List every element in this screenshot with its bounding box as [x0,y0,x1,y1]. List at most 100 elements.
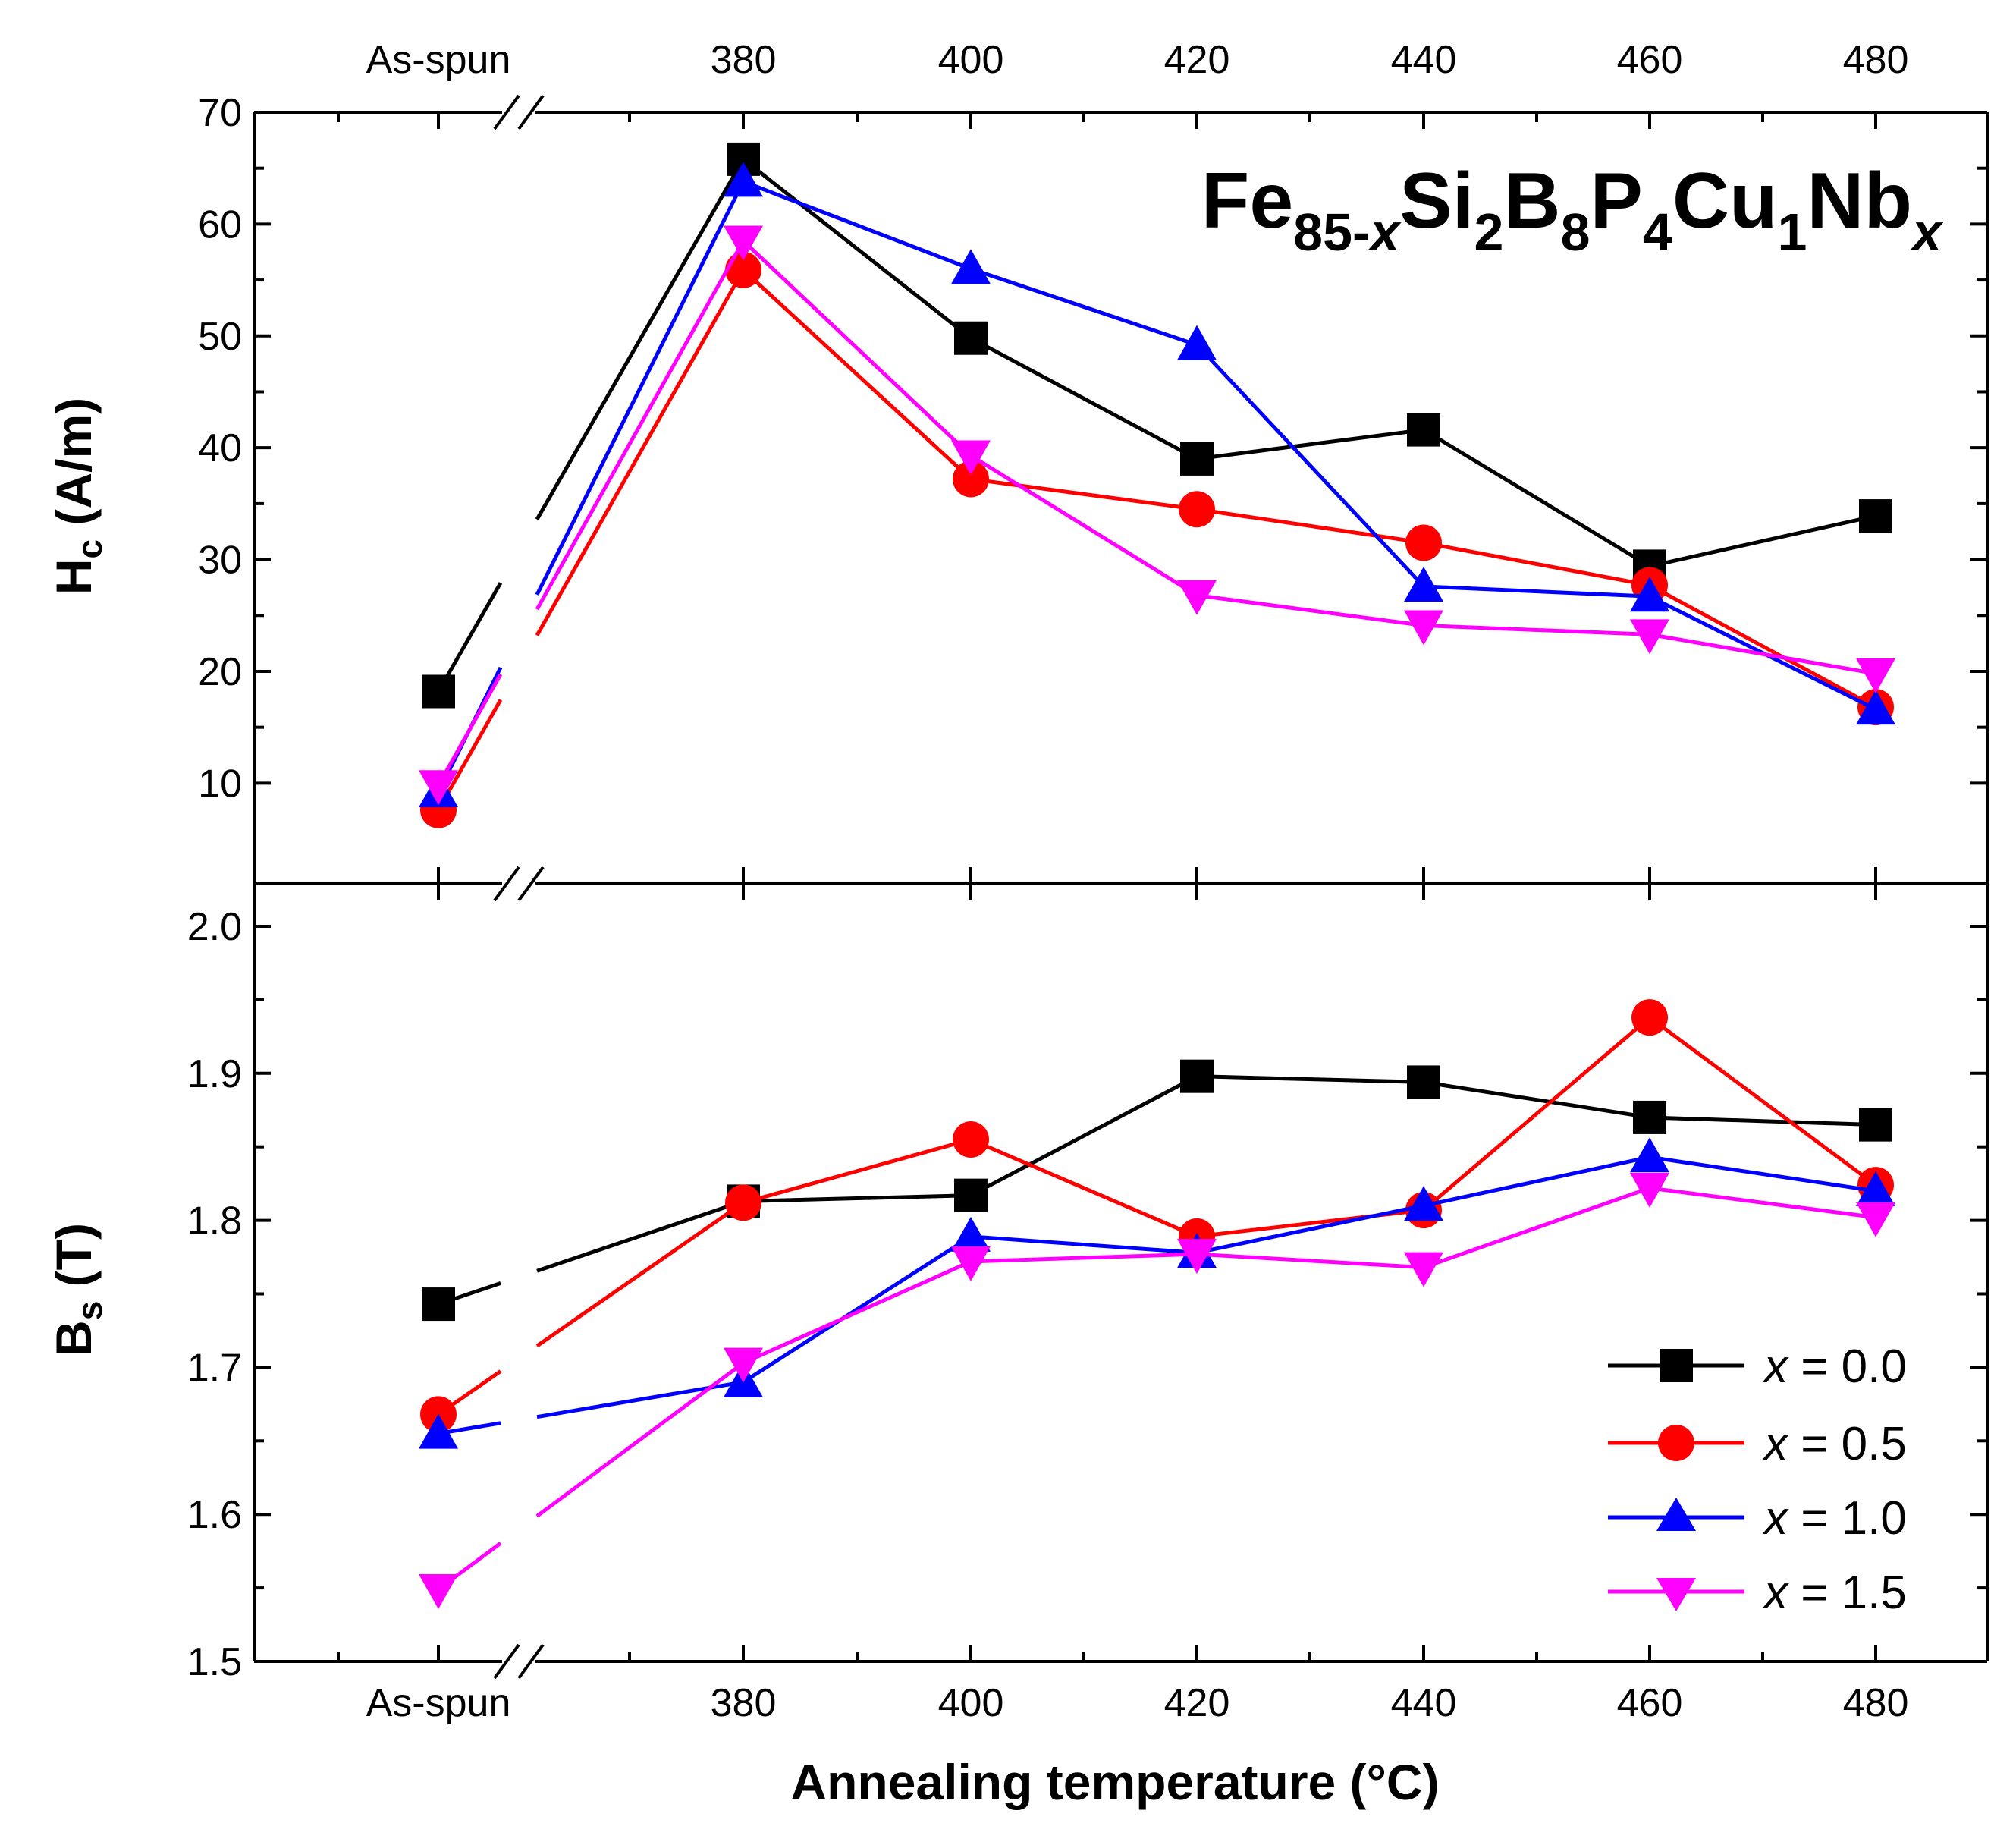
series-line [970,476,1198,511]
data-point-square [422,674,455,709]
data-point-triangle-up [1630,1137,1669,1173]
series-top-2 [419,162,1895,808]
series-line [970,1234,1198,1255]
x-tick-label-bottom: 380 [711,1681,777,1725]
data-point-square [1180,442,1214,476]
axis-break-mark [517,866,545,902]
data-point-circle [953,460,989,498]
x-tick-label-top: 480 [1843,38,1909,82]
series-line [1196,593,1424,628]
data-point-square [1407,413,1440,447]
legend-label-0: x = 0.0 [1762,1341,1907,1393]
x-tick-label-top: 400 [938,38,1004,82]
series-line [969,454,1198,597]
data-point-triangle-down [724,1347,763,1383]
series-line [970,1252,1198,1264]
y-axis-title-bottom: Bs (T) [46,1223,109,1356]
data-point-triangle-up [419,1413,458,1449]
x-tick-label-top: 460 [1617,38,1683,82]
data-point-triangle-up [1404,566,1443,602]
axis-break-mark [493,1643,520,1680]
series-line [1196,1203,1424,1255]
x-tick-label-bottom: 420 [1164,1681,1230,1725]
data-point-triangle-down [1630,619,1669,655]
data-point-triangle-down [951,1246,991,1281]
legend-label-1: x = 0.5 [1762,1418,1907,1470]
data-point-square [1859,499,1892,533]
y-tick-label: 10 [198,762,242,806]
data-point-circle [1179,491,1215,528]
series-line [1196,1252,1424,1270]
x-tick-label-bottom: 400 [938,1681,1004,1725]
series-line [743,1137,972,1205]
x-tick-label-top: 380 [711,38,777,82]
data-point-square [1633,1100,1666,1134]
data-point-square [422,1287,455,1322]
series-top-0 [422,142,1892,709]
formula-title: Fe85-xSi2B8P4Cu1Nbx [1201,157,1944,262]
labels-layer: As-spun As-spun 380 380 400 400 420 420 440 440 46… [187,38,1909,1725]
series-top-3 [419,225,1895,806]
series-line [1648,1016,1877,1187]
series-line [743,180,972,271]
legend-marker-circle [1658,1425,1694,1461]
data-point-square [954,1178,988,1212]
data-point-triangle-down [1177,580,1217,615]
series-line [743,1193,972,1203]
series-line [535,269,746,636]
data-point-square [1859,1108,1892,1142]
data-point-triangle-down [1856,658,1895,693]
y-tick-label: 1.6 [187,1493,242,1537]
series-line [1649,1115,1876,1127]
series-line [742,1259,972,1365]
data-point-triangle-down [419,1574,458,1610]
y-tick-label: 1.5 [187,1640,242,1684]
x-tick-label-top: 420 [1164,38,1230,82]
y-tick-label: 1.7 [187,1346,242,1390]
series-line [1423,1080,1650,1120]
series-line [535,1361,745,1518]
series-line [1648,583,1877,709]
series-line [1649,1155,1876,1193]
axis-break-mark [493,94,520,130]
series-line [1196,428,1424,461]
series-line [1195,343,1425,588]
x-tick-label-bottom: 440 [1391,1681,1457,1725]
series-line [742,268,972,481]
series-bottom-0 [422,1059,1892,1322]
y-tick-label: 1.8 [187,1199,242,1243]
data-point-square [1407,1065,1440,1099]
y-tick-label: 50 [198,315,242,359]
data-point-square [954,321,988,355]
series-line [1196,1074,1424,1084]
y-axis-title-top: Hc (A/m) [46,398,109,595]
legend-entry-1: x = 0.5 [1608,1418,1907,1470]
data-point-triangle-down [1630,1172,1669,1208]
data-point-triangle-down [419,770,458,806]
series-line [535,158,746,520]
legend: x = 0.0 x = 0.5 x = 1.0 x = 1.5 [1608,1341,1907,1619]
legend-label-2: x = 1.0 [1762,1492,1907,1545]
series-line [1423,624,1650,636]
data-point-triangle-down [724,225,763,261]
data-point-triangle-up [1630,577,1669,612]
data-point-triangle-down [1177,1239,1217,1275]
legend-marker-triangle-down [1656,1578,1696,1611]
series-line [969,1074,1198,1197]
data-point-triangle-down [1856,1202,1895,1237]
y-tick-label: 30 [198,539,242,583]
series-line [436,582,503,693]
series-line [436,673,503,787]
plot-frame [253,94,1989,1680]
series-line [1423,1186,1650,1269]
axis-break-mark [517,94,545,130]
data-point-triangle-up [1177,325,1217,360]
series-line [1422,1016,1651,1212]
series-line [535,240,746,611]
series-line [1422,428,1651,568]
y-tick-label: 20 [198,650,242,694]
y-tick-label: 70 [198,91,242,135]
axis-break-mark [493,866,520,902]
